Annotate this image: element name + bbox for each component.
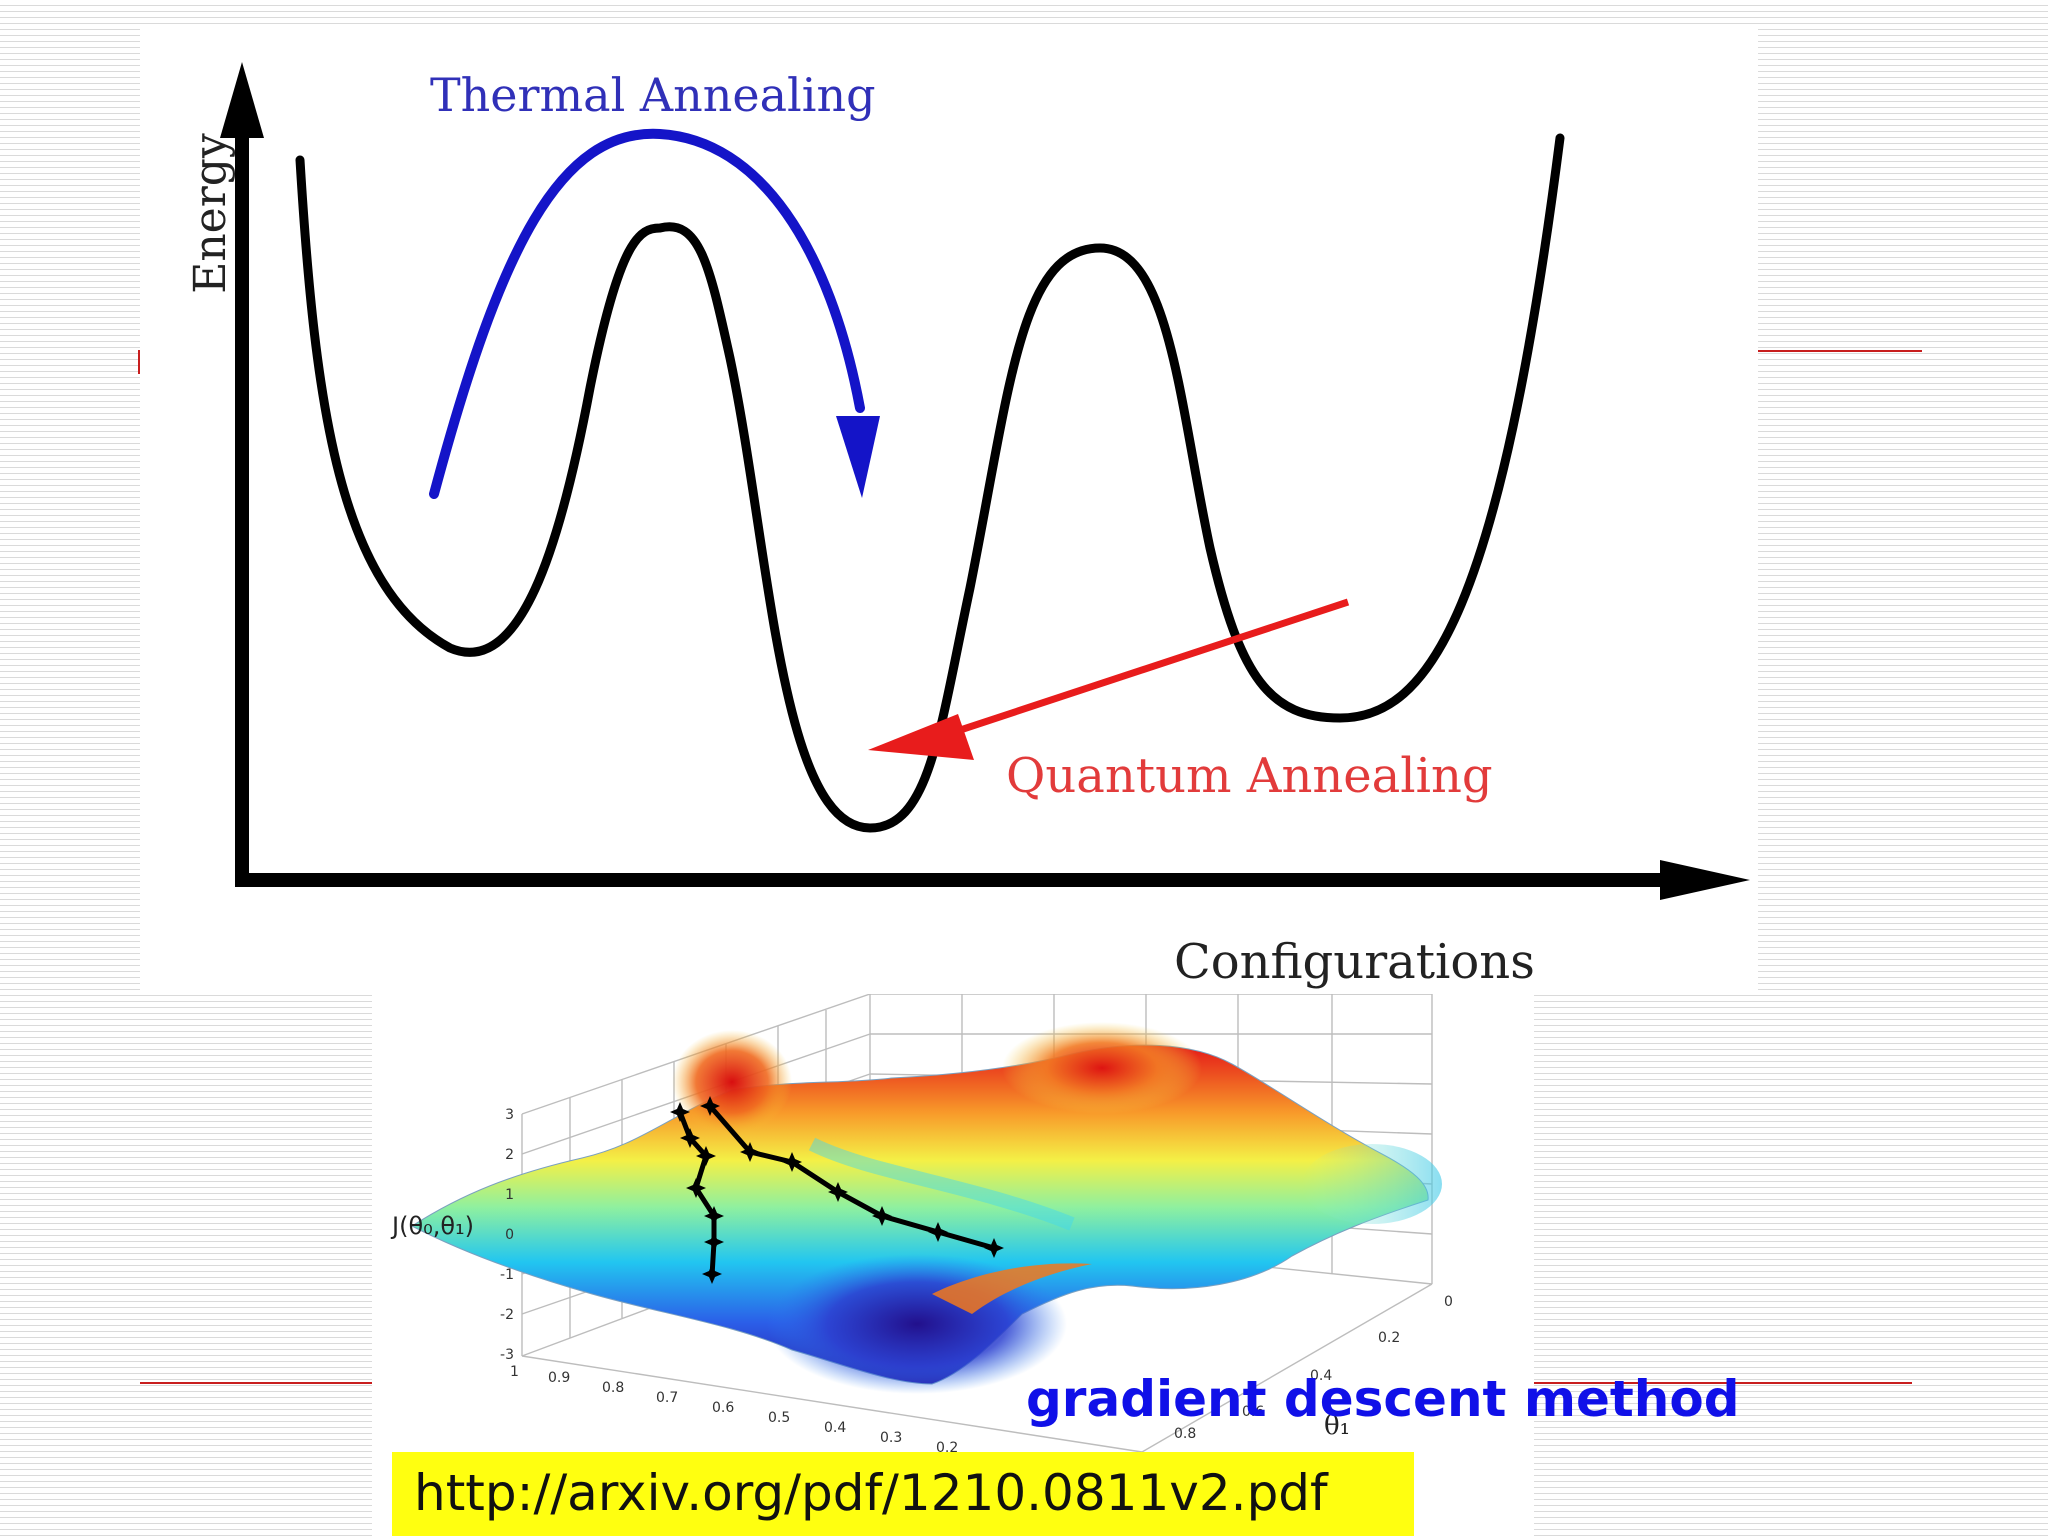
slide-rule-top-right [1756,350,1922,352]
energy-curve [295,133,1565,833]
surface-peak-right [1002,1022,1202,1114]
source-url-highlight: http://arxiv.org/pdf/1210.0811v2.pdf [392,1452,1414,1536]
annealing-diagram: Thermal Annealing Quantum Annealing Conf… [140,28,1758,990]
z-tick: -3 [500,1347,514,1363]
theta0-tick: 0.3 [880,1430,902,1446]
z-tick: 1 [505,1187,514,1203]
gradient-descent-figure: 3 2 1 0 -1 -2 -3 1 0.9 0.8 0.7 0.6 0.5 0… [372,994,1534,1536]
theta1-tick: 0 [1444,1294,1453,1310]
quantum-annealing-label: Quantum Annealing [1006,748,1493,804]
slide-rule-top-left [138,350,141,374]
z-axis-label: J(θ₀,θ₁) [390,1212,474,1240]
theta0-tick: 0.8 [602,1380,624,1396]
theta1-tick: 0.6 [1242,1404,1264,1420]
theta0-tick: 0.4 [824,1420,846,1436]
surface-peak-left [672,1030,792,1134]
slide-rule-bottom-right [1500,1382,1912,1384]
theta0-tick: 0.7 [656,1390,678,1406]
thermal-arrowhead [836,416,880,498]
theta1-tick: 0.2 [1378,1330,1400,1346]
y-axis-label: Energy [184,133,236,294]
z-tick: 2 [505,1147,514,1163]
theta0-tick: 0.9 [548,1370,570,1386]
descent-markers [670,1096,1004,1284]
source-url-link[interactable]: http://arxiv.org/pdf/1210.0811v2.pdf [414,1464,1328,1522]
gradient-descent-caption: gradient descent method [1026,1370,1740,1428]
z-tick: -1 [500,1267,514,1283]
x-axis-arrowhead [1660,860,1750,900]
quantum-arrowhead [868,714,974,760]
y-axis-arrowhead [220,62,264,138]
quantum-arrow [928,598,1350,744]
theta0-tick: 0.5 [768,1410,790,1426]
gradient-descent-svg: 3 2 1 0 -1 -2 -3 1 0.9 0.8 0.7 0.6 0.5 0… [390,994,1453,1456]
theta0-tick: 0.6 [712,1400,734,1416]
z-tick: 0 [505,1227,514,1243]
z-tick: 3 [505,1107,514,1123]
theta1-ticks: 0 0.2 0.4 0.6 0.8 [1174,1294,1453,1442]
thermal-arrow [429,128,865,499]
z-tick: -2 [500,1307,514,1323]
annealing-diagram-svg [220,62,1750,900]
theta0-tick: 1 [510,1364,519,1380]
slide-rule-bottom-left [140,1382,372,1384]
theta1-tick: 0.4 [1310,1368,1332,1384]
z-ticks: 3 2 1 0 -1 -2 -3 [500,1107,514,1363]
thermal-annealing-label: Thermal Annealing [430,68,876,122]
theta1-axis-label: θ₁ [1324,1411,1350,1441]
x-axis-label: Configurations [1174,934,1535,990]
theta1-tick: 0.8 [1174,1426,1196,1442]
